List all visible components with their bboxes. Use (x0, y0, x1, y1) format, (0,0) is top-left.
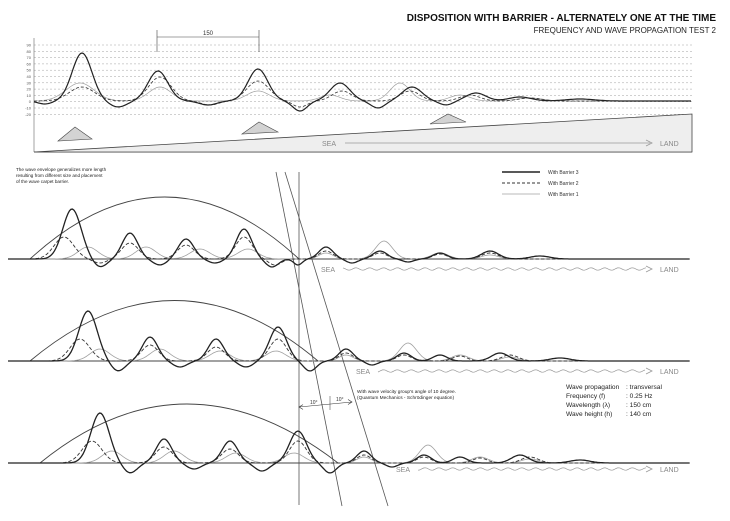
panel-1-arrowhead (645, 265, 653, 273)
panel-2-arrowhead (645, 367, 653, 375)
y-tick-label: 10 (27, 93, 32, 98)
y-tick-label: -20 (25, 112, 32, 117)
spec-label-wavelength: Wavelength (λ) (566, 402, 610, 409)
wave-panel-3: SEA LAND (8, 403, 690, 474)
panel-1-wave-barrier-1 (8, 240, 689, 260)
legend: With Barrier 3 With Barrier 2 With Barri… (502, 170, 579, 198)
velocity-note: With wave velocity group's angle of 10 d… (357, 389, 457, 401)
top-wave-barrier-3 (33, 52, 691, 112)
barrier-2-shape (240, 121, 280, 135)
wave-envelope-1 (29, 196, 300, 260)
envelope-note-line-1: The wave envelope generalizes more lengt… (16, 167, 107, 172)
y-tick-label: 90 (27, 43, 32, 48)
y-tick-label: 40 (27, 74, 32, 79)
envelope-note-line-2: resulting from different size and placem… (16, 173, 103, 178)
panel-2-wave-barrier-2 (8, 338, 689, 362)
group-velocity-line-2 (284, 171, 389, 507)
spec-label-wave-height: Wave height (h) (566, 411, 612, 418)
y-tick-label: -10 (25, 106, 32, 111)
wave-panel-2: SEA LAND (8, 300, 690, 376)
panel-3-sea-label: SEA (396, 467, 410, 474)
panel-1-land-label: LAND (660, 267, 679, 274)
angle-dimension: 10° 10° (298, 396, 353, 410)
envelope-note: The wave envelope generalizes more lengt… (16, 167, 107, 184)
panel-1-sea-label: SEA (321, 267, 335, 274)
barrier-1-shape (57, 126, 93, 142)
top-land-label: LAND (660, 141, 679, 148)
velocity-note-line-1: With wave velocity group's angle of 10 d… (357, 389, 456, 395)
wave-envelope-2 (29, 300, 319, 362)
panel-3-wave-barrier-2 (8, 440, 689, 464)
legend-label-barrier-3: With Barrier 3 (548, 170, 579, 176)
y-tick-label: 60 (27, 61, 32, 66)
panel-2-wave-barrier-1 (8, 342, 689, 362)
panel-3-wave-barrier-3 (8, 412, 689, 474)
construction-lines (275, 171, 389, 507)
spec-label-frequency: Frequency (f) (566, 393, 605, 400)
spec-value-wavelength: : 150 cm (626, 402, 652, 409)
panel-3-arrowhead (645, 465, 653, 473)
panel-3-land-label: LAND (660, 467, 679, 474)
top-sea-label: SEA (322, 141, 336, 148)
panel-1-wave-barrier-3 (8, 208, 689, 268)
y-tick-label: 20 (27, 87, 32, 92)
envelope-note-line-3: of the wave carpet barrier. (16, 179, 69, 184)
angle-label-2: 10° (336, 397, 344, 403)
spec-value-frequency: : 0.25 Hz (626, 393, 652, 400)
y-tick-label: 0 (29, 99, 32, 104)
wave-specifications: Wave propagation : transversal Frequency… (566, 384, 662, 418)
dimension-150: 150 (156, 30, 260, 52)
panel-2-land-label: LAND (660, 369, 679, 376)
top-wave-barrier-1 (34, 82, 691, 102)
y-tick-label: 50 (27, 68, 32, 73)
spec-value-propagation: : transversal (626, 384, 662, 391)
seabed-slope (33, 113, 693, 153)
y-tick-label: 80 (27, 49, 32, 54)
panel-3-sea-land-arrow (417, 467, 647, 471)
panel-1-sea-land-arrow (342, 267, 647, 271)
legend-label-barrier-1: With Barrier 1 (548, 192, 579, 198)
top-wave-barrier-2 (34, 76, 691, 108)
group-velocity-line-1 (275, 171, 343, 507)
top-grid (34, 44, 692, 115)
angle-label-1: 10° (310, 400, 318, 406)
panel-2-sea-label: SEA (356, 369, 370, 376)
barrier-3-shape (429, 113, 467, 125)
diagram-subtitle: FREQUENCY AND WAVE PROPAGATION TEST 2 (534, 26, 717, 35)
spec-value-wave-height: : 140 cm (626, 411, 652, 418)
panel-2-wave-barrier-3 (8, 310, 689, 372)
top-arrowhead (645, 139, 653, 147)
panel-2-sea-land-arrow (377, 369, 646, 373)
legend-label-barrier-2: With Barrier 2 (548, 181, 579, 187)
velocity-note-line-2: (Quantum Mechanics - Schrödinger equatio… (357, 395, 454, 401)
dimension-label: 150 (203, 31, 214, 37)
y-tick-label: 30 (27, 80, 32, 85)
wave-envelope-3 (39, 403, 339, 464)
diagram-title: DISPOSITION WITH BARRIER - ALTERNATELY O… (407, 13, 717, 24)
wave-panel-1: SEA LAND (8, 196, 690, 274)
spec-label-propagation: Wave propagation (566, 384, 620, 391)
y-tick-label: 70 (27, 55, 32, 60)
